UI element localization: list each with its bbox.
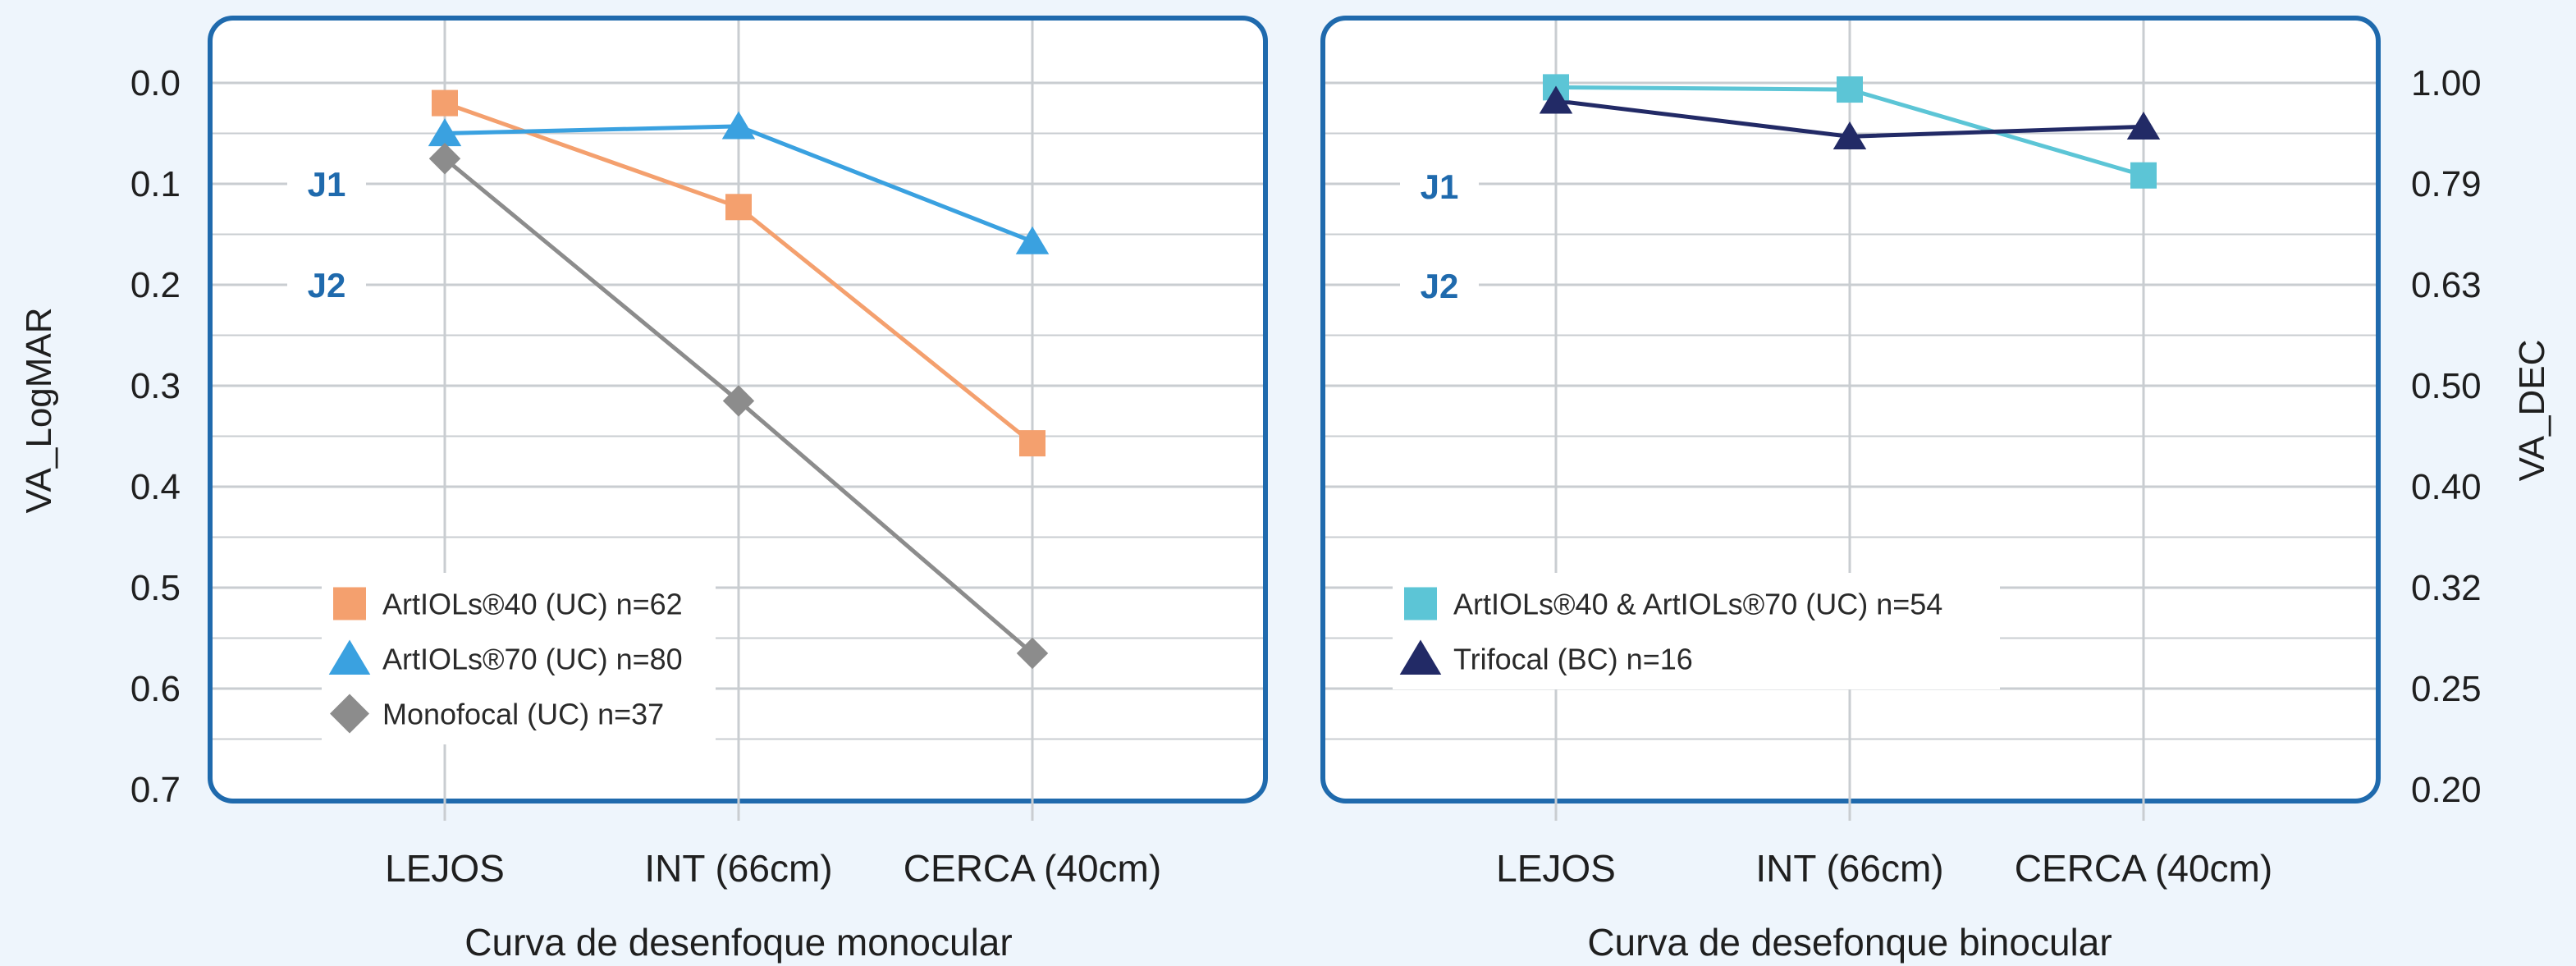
right-x-axis-title: Curva de desefonque binocular [1587, 921, 2112, 964]
right-x-tick-labels: LEJOS INT (66cm) CERCA (40cm) [1496, 847, 2272, 890]
left-series-markers [428, 89, 1050, 670]
data-point-diamond [330, 694, 369, 734]
annotation-mask [1400, 261, 1479, 311]
x-tick-label: CERCA (40cm) [2015, 847, 2272, 890]
left-grid [213, 21, 1263, 821]
annotation-mask [1400, 162, 1479, 212]
left-x-axis-title: Curva de desenfoque monocular [464, 921, 1012, 964]
x-tick-label: INT (66cm) [1755, 847, 1943, 890]
legend-entry-label: Trifocal (BC) n=16 [1453, 643, 1693, 676]
data-point-square [2130, 162, 2157, 189]
y-tick-label: 0.20 [2411, 770, 2482, 810]
data-point-triangle [1539, 85, 1573, 114]
y-tick-label: 0.7 [130, 770, 181, 810]
data-point-triangle [428, 118, 462, 147]
right-y-tick-labels: 1.00 0.79 0.63 0.50 0.40 0.32 0.25 0.20 [2411, 63, 2482, 810]
data-point-square [1837, 76, 1863, 103]
legend-entry-label: ArtIOLs®40 (UC) n=62 [382, 588, 683, 621]
x-tick-label: CERCA (40cm) [904, 847, 1161, 890]
right-j-annotations: J1 J2 [1400, 162, 1479, 311]
right-legend: ArtIOLs®40 & ArtIOLs®70 (UC) n=54 Trifoca… [1393, 573, 2000, 689]
legend-entry-label: ArtIOLs®40 & ArtIOLs®70 (UC) n=54 [1453, 588, 1942, 621]
left-legend: ArtIOLs®40 (UC) n=62 ArtIOLs®70 (UC) n=80… [322, 573, 716, 744]
left-y-axis-title: VA_LogMAR [19, 307, 59, 513]
legend-entry-label: ArtIOLs®70 (UC) n=80 [382, 643, 683, 676]
right-y-axis-title: VA_DEC [2512, 340, 2552, 482]
data-point-triangle [721, 111, 756, 140]
y-tick-label: 0.25 [2411, 669, 2482, 709]
data-point-triangle [1399, 639, 1442, 675]
y-tick-label: 0.2 [130, 265, 181, 305]
left-x-tick-labels: LEJOS INT (66cm) CERCA (40cm) [385, 847, 1161, 890]
right-chart-panel: J1 J2 ArtIOLs®40 & ArtIOLs®70 (UC) n=54 Tr… [1320, 16, 2381, 821]
y-tick-label: 0.1 [130, 164, 181, 204]
y-tick-label: 0.0 [130, 63, 181, 103]
legend-entry-label: Monofocal (UC) n=37 [382, 698, 664, 731]
y-tick-label: 0.63 [2411, 265, 2482, 305]
y-tick-label: 1.00 [2411, 63, 2482, 103]
left-y-tick-labels: 0.0 0.1 0.2 0.3 0.4 0.5 0.6 0.7 [130, 63, 181, 810]
j-annotation-label: J1 [308, 165, 346, 204]
data-point-triangle [1832, 121, 1867, 149]
data-point-square [333, 587, 366, 620]
y-tick-label: 0.40 [2411, 467, 2482, 507]
y-tick-label: 0.5 [130, 568, 181, 608]
y-tick-label: 0.32 [2411, 568, 2482, 608]
x-tick-label: LEJOS [385, 847, 505, 890]
annotation-mask [287, 159, 366, 208]
left-chart-panel: J1 J2 ArtIOLs®40 (UC) n=62 ArtIOLs®70 (UC)… [208, 16, 1268, 821]
legend-background [322, 573, 716, 744]
data-point-diamond [1016, 637, 1049, 670]
data-point-triangle [2126, 112, 2161, 140]
data-point-square [1019, 430, 1045, 457]
annotation-mask [287, 260, 366, 309]
data-point-diamond [722, 385, 755, 417]
left-j-annotations: J1 J2 [287, 159, 366, 309]
data-point-square [432, 89, 458, 117]
y-tick-label: 0.6 [130, 669, 181, 709]
x-tick-label: LEJOS [1496, 847, 1616, 890]
y-tick-label: 0.3 [130, 366, 181, 406]
j-annotation-label: J2 [1421, 267, 1459, 305]
data-point-triangle [328, 639, 371, 675]
data-point-square [725, 194, 752, 221]
x-tick-label: INT (66cm) [644, 847, 832, 890]
right-series-markers [1539, 74, 2161, 189]
y-tick-label: 0.50 [2411, 366, 2482, 406]
j-annotation-label: J2 [308, 266, 346, 304]
data-point-square [1404, 587, 1437, 620]
j-annotation-label: J1 [1421, 167, 1459, 206]
legend-background [1393, 573, 2000, 689]
data-point-triangle [1015, 226, 1050, 254]
y-tick-label: 0.4 [130, 467, 181, 507]
y-tick-label: 0.79 [2411, 164, 2482, 204]
data-point-diamond [428, 143, 461, 175]
